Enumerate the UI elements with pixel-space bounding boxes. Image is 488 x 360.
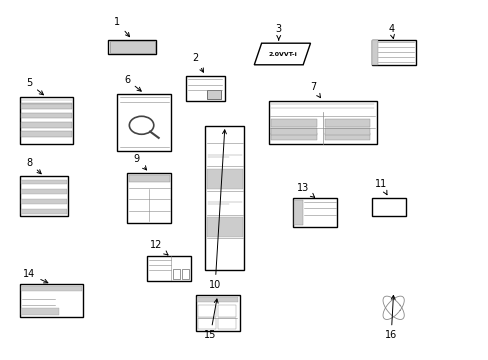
Text: 9: 9 (134, 154, 146, 170)
Bar (293, 198, 337, 227)
Bar (21, 131, 72, 137)
Circle shape (129, 116, 153, 134)
Bar (146, 256, 190, 281)
Bar (21, 122, 72, 128)
Bar (271, 119, 316, 127)
Bar (371, 40, 378, 65)
Text: 6: 6 (124, 75, 141, 91)
Bar (21, 308, 59, 315)
Text: 1: 1 (114, 17, 129, 37)
Text: 2.0VVT-i: 2.0VVT-i (267, 51, 296, 57)
Bar (207, 90, 221, 99)
Bar (271, 127, 316, 135)
Bar (325, 127, 369, 135)
Bar (20, 97, 73, 144)
Bar (294, 200, 303, 225)
Bar (271, 132, 316, 140)
Bar (107, 40, 156, 54)
Text: 8: 8 (26, 158, 41, 174)
Text: 11: 11 (374, 179, 387, 195)
Bar (217, 318, 235, 329)
Bar (21, 199, 67, 204)
Text: 14: 14 (23, 269, 48, 283)
Bar (21, 180, 67, 184)
Text: 15: 15 (203, 299, 218, 341)
Text: 12: 12 (150, 240, 167, 255)
Text: 5: 5 (26, 78, 43, 95)
Bar (206, 217, 243, 237)
Text: 4: 4 (387, 24, 393, 39)
Text: 3: 3 (275, 24, 281, 40)
Bar (198, 305, 216, 317)
Bar (21, 113, 72, 118)
Bar (325, 132, 369, 140)
Text: 13: 13 (296, 183, 314, 197)
Bar (21, 286, 81, 291)
Bar (205, 126, 244, 270)
Bar (325, 119, 369, 127)
Bar (197, 297, 238, 302)
Bar (21, 209, 67, 214)
Text: 7: 7 (309, 82, 320, 98)
Bar (109, 41, 154, 53)
Bar (206, 169, 243, 189)
Polygon shape (254, 43, 310, 65)
Bar (371, 40, 415, 65)
Bar (182, 269, 188, 279)
Bar (21, 189, 67, 194)
Bar (173, 269, 180, 279)
Bar (20, 176, 68, 216)
Bar (217, 305, 235, 317)
Bar (268, 101, 376, 144)
Bar (20, 284, 83, 317)
Text: 10: 10 (208, 130, 226, 290)
Text: 2: 2 (192, 53, 203, 72)
Text: 16: 16 (384, 296, 397, 341)
Bar (371, 198, 405, 216)
Bar (198, 318, 216, 329)
Bar (195, 295, 239, 331)
Bar (128, 175, 169, 182)
Bar (185, 76, 224, 101)
Bar (117, 94, 171, 151)
Bar (127, 173, 171, 223)
Bar (21, 103, 72, 109)
